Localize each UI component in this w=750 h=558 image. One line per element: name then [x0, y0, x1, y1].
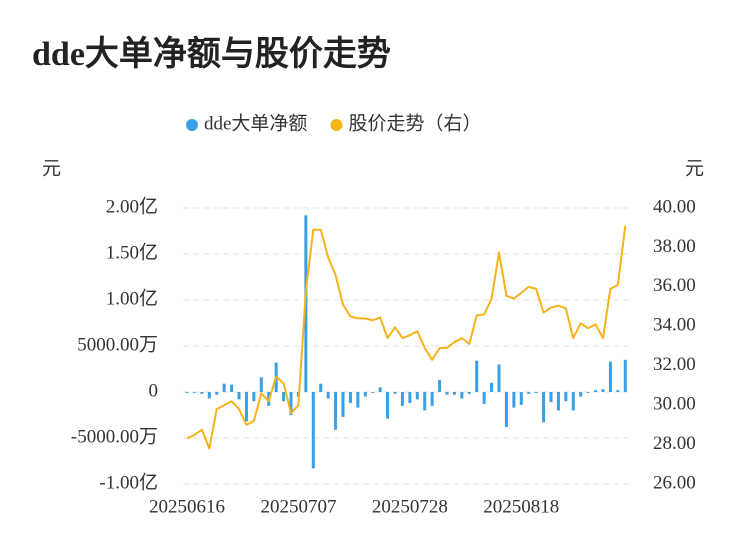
bar: [363, 392, 367, 397]
bar: [348, 392, 352, 404]
legend-label: dde大单净额: [204, 112, 307, 134]
bar: [467, 392, 471, 394]
bar: [192, 392, 196, 393]
y-axis-label: 元: [42, 158, 61, 179]
y-tick-label: 2.00亿: [106, 195, 158, 217]
bar: [519, 392, 523, 405]
bar: [482, 392, 486, 404]
bar: [259, 377, 263, 392]
y-tick-label: 1.50亿: [106, 241, 158, 263]
bar: [319, 383, 323, 392]
bar: [564, 392, 568, 402]
bar: [512, 392, 516, 408]
legend-marker: [330, 119, 343, 131]
bar: [542, 392, 546, 423]
bar: [504, 392, 508, 427]
y-tick-label: 1.00亿: [106, 287, 158, 309]
bar: [616, 390, 620, 392]
bar: [230, 384, 234, 392]
bar: [393, 392, 397, 394]
bar: [356, 392, 360, 408]
x-tick-label: 20250818: [483, 496, 559, 517]
bar: [571, 392, 575, 411]
bar: [415, 392, 419, 400]
y2-tick-label: 36.00: [653, 275, 696, 296]
bar: [549, 392, 553, 403]
bar: [244, 392, 248, 422]
bar: [334, 392, 338, 430]
price-line: [186, 225, 627, 450]
bar: [623, 359, 627, 392]
bar: [200, 392, 204, 394]
x-tick-label: 20250728: [372, 496, 448, 517]
x-tick-label: 20250616: [149, 496, 225, 517]
bar: [475, 360, 479, 392]
y-tick-label: 5000.00万: [77, 334, 158, 355]
bar: [289, 392, 293, 415]
bar: [452, 392, 456, 395]
bar: [386, 392, 390, 419]
bar: [215, 392, 219, 395]
bar: [185, 392, 189, 393]
legend-marker: [186, 119, 198, 131]
bar: [460, 392, 464, 399]
bar: [237, 392, 241, 400]
bar: [534, 392, 538, 393]
bar: [252, 392, 256, 402]
bar: [408, 392, 412, 404]
bar: [341, 392, 345, 417]
bar: [222, 383, 226, 392]
bar: [586, 392, 590, 393]
bar: [497, 364, 501, 392]
bar: [608, 361, 612, 392]
chart-title: dde大单净额与股价走势: [32, 35, 391, 73]
bar: [579, 392, 583, 397]
y-tick-label: -1.00亿: [99, 471, 158, 493]
y2-tick-label: 30.00: [653, 394, 696, 415]
bar: [311, 392, 315, 469]
bar: [400, 392, 404, 406]
y2-tick-label: 28.00: [653, 433, 696, 454]
bar: [371, 392, 375, 393]
bar: [430, 392, 434, 406]
bar: [527, 392, 531, 394]
bar: [438, 380, 442, 392]
y2-tick-label: 32.00: [653, 354, 696, 375]
y2-tick-label: 40.00: [653, 196, 696, 217]
bar: [556, 392, 560, 411]
bar: [207, 392, 211, 399]
bar: [601, 389, 605, 392]
y2-tick-label: 34.00: [653, 315, 696, 336]
y2-axis-label: 元: [685, 158, 704, 179]
bar: [594, 390, 598, 392]
bar: [445, 392, 449, 395]
bar: [326, 392, 330, 399]
bar: [490, 382, 494, 392]
bar: [378, 387, 382, 392]
bar: [282, 392, 286, 402]
legend-label: 股价走势（右）: [348, 112, 481, 134]
x-tick-label: 20250707: [260, 496, 336, 517]
bar: [423, 392, 427, 411]
y-tick-label: -5000.00万: [71, 426, 158, 447]
y-tick-label: 0: [149, 380, 159, 401]
y2-tick-label: 26.00: [653, 472, 696, 493]
y2-tick-label: 38.00: [653, 236, 696, 257]
